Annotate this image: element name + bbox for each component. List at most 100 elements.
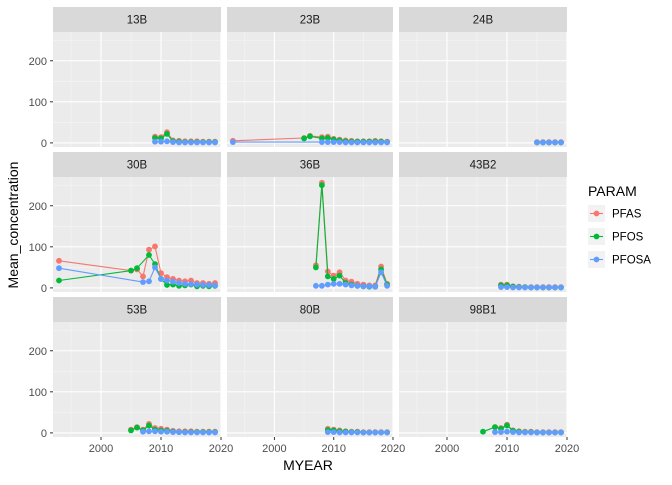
data-point bbox=[194, 430, 200, 436]
x-tick-label: 2020 bbox=[381, 443, 405, 455]
data-point bbox=[337, 281, 343, 287]
x-tick-label: 2020 bbox=[209, 443, 233, 455]
y-tick-label: 200 bbox=[29, 56, 47, 68]
data-point bbox=[337, 430, 343, 436]
data-point bbox=[534, 430, 540, 436]
data-point bbox=[188, 281, 194, 287]
data-point bbox=[372, 430, 378, 436]
data-point bbox=[164, 131, 170, 137]
data-point bbox=[372, 284, 378, 290]
data-point bbox=[510, 285, 516, 291]
data-point bbox=[504, 429, 510, 435]
data-point bbox=[546, 140, 552, 146]
data-point bbox=[164, 429, 170, 435]
data-point bbox=[158, 139, 164, 145]
data-point bbox=[355, 430, 361, 436]
data-point bbox=[128, 268, 134, 274]
facet-strip-label: 24B bbox=[473, 15, 494, 27]
data-point bbox=[325, 429, 331, 435]
legend-entry-pfos: PFOS bbox=[588, 228, 644, 245]
data-point bbox=[337, 139, 343, 145]
series-pfosa bbox=[498, 284, 564, 290]
data-point bbox=[319, 139, 325, 145]
data-point bbox=[212, 140, 218, 146]
facet-panel-30B: 30B bbox=[53, 152, 221, 292]
data-point bbox=[498, 284, 504, 290]
data-point bbox=[552, 285, 558, 291]
data-point bbox=[331, 429, 337, 435]
data-point bbox=[307, 133, 313, 139]
data-point bbox=[176, 140, 182, 146]
legend-label: PFOSA bbox=[612, 255, 651, 267]
data-point bbox=[325, 274, 331, 280]
data-point bbox=[492, 429, 498, 435]
y-tick-label: 200 bbox=[29, 346, 47, 358]
data-point bbox=[349, 430, 355, 436]
facet-strip-label: 53B bbox=[127, 305, 148, 317]
facet-strip-label: 36B bbox=[300, 160, 321, 172]
data-point bbox=[522, 430, 528, 436]
data-point bbox=[206, 430, 212, 436]
legend-key-point bbox=[594, 234, 600, 240]
data-point bbox=[128, 428, 134, 434]
y-tick-label: 100 bbox=[29, 97, 47, 109]
data-point bbox=[325, 139, 331, 145]
data-point bbox=[56, 258, 62, 264]
legend-title: PARAM bbox=[588, 183, 637, 199]
data-point bbox=[319, 283, 325, 289]
data-point bbox=[164, 278, 170, 284]
data-point bbox=[146, 247, 152, 253]
data-point bbox=[146, 428, 152, 434]
y-tick-label: 0 bbox=[41, 428, 47, 440]
data-point bbox=[140, 274, 146, 280]
data-point bbox=[301, 136, 307, 142]
x-tick-label: 2010 bbox=[495, 443, 519, 455]
data-point bbox=[200, 140, 206, 146]
panel-background bbox=[399, 322, 567, 437]
data-point bbox=[313, 283, 319, 289]
data-point bbox=[366, 140, 372, 146]
data-point bbox=[331, 281, 337, 287]
data-point bbox=[498, 429, 504, 435]
data-point bbox=[528, 430, 534, 436]
x-tick-label: 2000 bbox=[435, 443, 459, 455]
facet-strip-label: 98B1 bbox=[470, 305, 497, 317]
data-point bbox=[230, 139, 236, 145]
data-point bbox=[361, 140, 367, 146]
facet-panel-24B: 24B bbox=[399, 7, 567, 147]
y-tick-label: 100 bbox=[29, 387, 47, 399]
data-point bbox=[152, 139, 158, 145]
data-point bbox=[212, 283, 218, 289]
data-point bbox=[558, 430, 564, 436]
data-point bbox=[212, 430, 218, 436]
data-point bbox=[337, 273, 343, 279]
data-point bbox=[361, 283, 367, 289]
data-point bbox=[558, 285, 564, 291]
data-point bbox=[194, 140, 200, 146]
data-point bbox=[56, 278, 62, 284]
data-point bbox=[152, 244, 158, 250]
panel-background bbox=[227, 322, 393, 437]
data-point bbox=[164, 138, 170, 144]
x-tick-label: 2000 bbox=[89, 443, 113, 455]
data-point bbox=[355, 283, 361, 289]
data-point bbox=[516, 430, 522, 436]
data-point bbox=[182, 281, 188, 287]
data-point bbox=[343, 140, 349, 146]
x-tick-label: 2010 bbox=[321, 443, 345, 455]
data-point bbox=[170, 429, 176, 435]
data-point bbox=[384, 140, 390, 146]
data-point bbox=[319, 182, 325, 188]
panel-background bbox=[399, 32, 567, 147]
data-point bbox=[140, 429, 146, 435]
data-point bbox=[384, 430, 390, 436]
data-point bbox=[378, 140, 384, 146]
data-point bbox=[158, 276, 164, 282]
facet-strip-label: 43B2 bbox=[470, 160, 497, 172]
y-tick-label: 100 bbox=[29, 242, 47, 254]
y-tick-label: 0 bbox=[41, 283, 47, 295]
data-point bbox=[343, 430, 349, 436]
legend-label: PFOS bbox=[612, 232, 644, 244]
data-point bbox=[378, 430, 384, 436]
